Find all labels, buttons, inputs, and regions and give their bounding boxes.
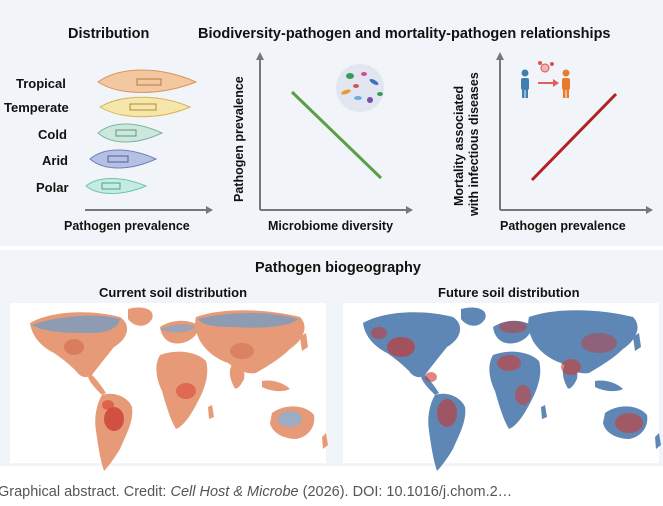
category-label-arid: Arid: [42, 153, 68, 168]
right-plot-x-arrow: [646, 206, 653, 214]
category-label-temperate: Temperate: [4, 100, 69, 115]
microbe-cluster-icon: [336, 64, 384, 112]
caption-prefix: Graphical abstract. Credit:: [0, 484, 171, 500]
future-soil-map: [343, 303, 661, 471]
violin-tropical: [97, 69, 198, 93]
right-plot-y-arrow: [496, 52, 504, 60]
current-map-title: Current soil distribution: [99, 285, 248, 300]
relationships-title: Biodiversity-pathogen and mortality-path…: [198, 26, 611, 42]
relationship-plots: [256, 52, 653, 214]
person-transmission-icon: [521, 61, 570, 98]
positive-trend-line: [530, 92, 618, 182]
violin-temperate: [99, 96, 192, 118]
future-map-title: Future soil distribution: [438, 285, 580, 300]
violin-x-arrow: [206, 206, 213, 214]
negative-trend-line: [290, 90, 383, 180]
left-plot-x-label: Microbiome diversity: [268, 219, 394, 233]
violin-cold: [97, 123, 164, 143]
caption-suffix: (2026). DOI: 10.1016/j.chom.2…: [298, 484, 513, 500]
caption-journal: Cell Host & Microbe: [170, 484, 299, 500]
violin-polar: [85, 178, 148, 194]
left-plot-y-arrow: [256, 52, 264, 60]
violin-chart: [85, 69, 213, 214]
right-plot-x-label: Pathogen prevalence: [500, 219, 626, 233]
violin-arid: [89, 149, 158, 169]
left-plot-x-arrow: [406, 206, 413, 214]
biogeography-title: Pathogen biogeography: [255, 260, 421, 276]
top-panel: [0, 0, 663, 246]
category-label-polar: Polar: [36, 180, 69, 195]
figure-caption: Graphical abstract. Credit: Cell Host & …: [0, 484, 661, 500]
current-soil-map: [10, 303, 328, 471]
distribution-title: Distribution: [68, 26, 150, 42]
category-label-cold: Cold: [38, 127, 67, 142]
distribution-x-label: Pathogen prevalence: [64, 219, 190, 233]
category-label-tropical: Tropical: [16, 76, 66, 91]
